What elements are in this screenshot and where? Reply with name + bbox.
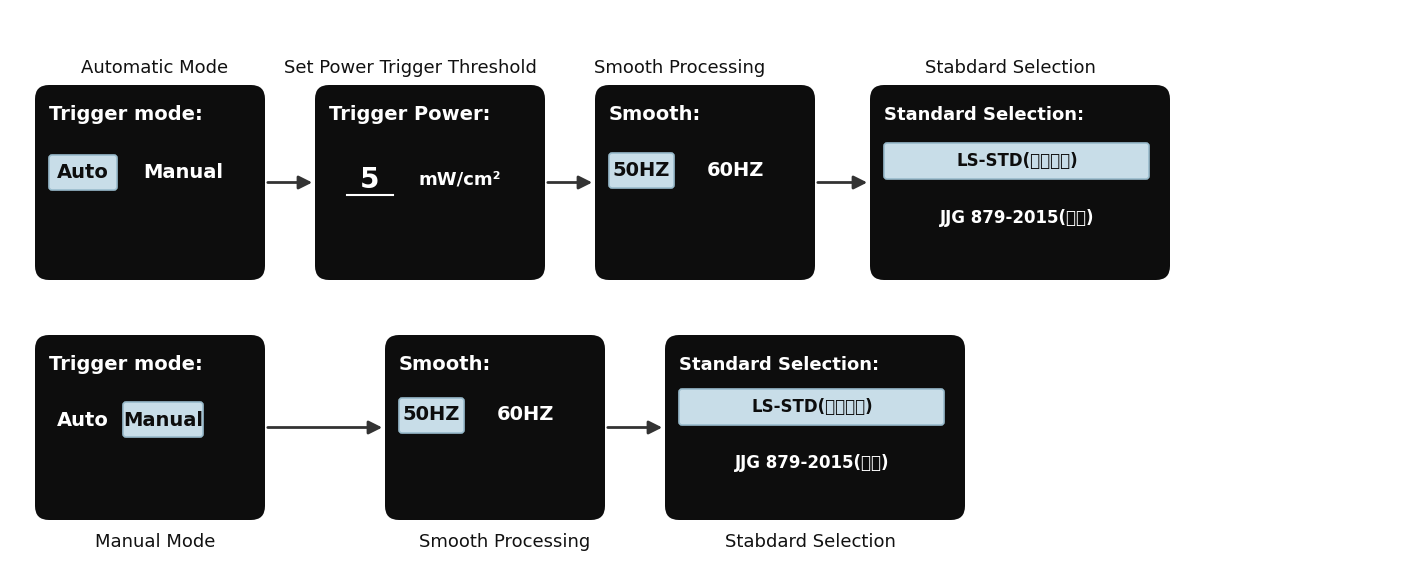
Text: Smooth Processing: Smooth Processing	[595, 59, 766, 77]
Text: Standard Selection:: Standard Selection:	[680, 356, 879, 374]
Text: 5: 5	[360, 166, 379, 194]
Text: 50HZ: 50HZ	[402, 405, 460, 425]
Text: Standard Selection:: Standard Selection:	[884, 106, 1085, 124]
Text: Smooth:: Smooth:	[399, 356, 491, 374]
Text: Auto: Auto	[57, 411, 109, 429]
Text: LS-STD(林上标准): LS-STD(林上标准)	[750, 398, 872, 416]
Text: Automatic Mode: Automatic Mode	[82, 59, 228, 77]
FancyBboxPatch shape	[884, 143, 1148, 179]
Text: 50HZ: 50HZ	[612, 160, 670, 180]
Text: JJG 879-2015(国标): JJG 879-2015(国标)	[735, 454, 889, 472]
Text: Manual: Manual	[143, 163, 222, 181]
FancyBboxPatch shape	[680, 389, 944, 425]
FancyBboxPatch shape	[609, 153, 674, 188]
Text: Set Power Trigger Threshold: Set Power Trigger Threshold	[283, 59, 537, 77]
Text: Smooth Processing: Smooth Processing	[419, 533, 590, 551]
Text: Trigger mode:: Trigger mode:	[50, 356, 202, 374]
FancyBboxPatch shape	[35, 335, 265, 520]
Text: 60HZ: 60HZ	[707, 160, 763, 180]
Text: JJG 879-2015(国标): JJG 879-2015(国标)	[940, 209, 1095, 227]
Text: Stabdard Selection: Stabdard Selection	[725, 533, 895, 551]
Text: Auto: Auto	[57, 163, 109, 181]
Text: 60HZ: 60HZ	[497, 405, 554, 425]
FancyBboxPatch shape	[314, 85, 545, 280]
FancyBboxPatch shape	[123, 402, 202, 437]
Text: mW/cm²: mW/cm²	[419, 171, 501, 189]
FancyBboxPatch shape	[595, 85, 816, 280]
Text: Smooth:: Smooth:	[609, 105, 701, 125]
Text: Trigger Power:: Trigger Power:	[329, 105, 490, 125]
FancyBboxPatch shape	[35, 85, 265, 280]
Text: Manual: Manual	[123, 411, 202, 429]
FancyBboxPatch shape	[399, 398, 464, 433]
FancyBboxPatch shape	[666, 335, 964, 520]
Text: Trigger mode:: Trigger mode:	[50, 105, 202, 125]
FancyBboxPatch shape	[385, 335, 605, 520]
Text: Manual Mode: Manual Mode	[95, 533, 215, 551]
FancyBboxPatch shape	[50, 155, 118, 190]
Text: Stabdard Selection: Stabdard Selection	[925, 59, 1096, 77]
FancyBboxPatch shape	[869, 85, 1170, 280]
Text: LS-STD(林上标准): LS-STD(林上标准)	[956, 152, 1078, 170]
